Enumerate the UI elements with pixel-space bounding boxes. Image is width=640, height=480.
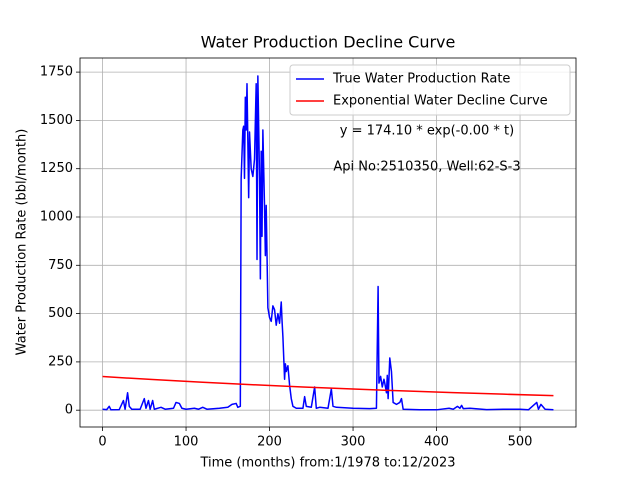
x-tick-label: 100 (174, 435, 199, 450)
annotation: Api No:2510350, Well:62-S-3 (333, 160, 520, 175)
y-tick-label: 0 (65, 403, 73, 418)
data-line (102, 75, 554, 411)
y-axis-label: Water Production Rate (bbl/month) (15, 129, 30, 356)
x-tick-label: 300 (341, 435, 366, 450)
y-tick-label: 1500 (40, 113, 73, 128)
x-tick-label: 400 (424, 435, 449, 450)
x-tick-label: 0 (98, 435, 106, 450)
legend-box (289, 64, 571, 116)
data-line (102, 375, 554, 397)
x-tick-label: 200 (257, 435, 282, 450)
y-tick-label: 250 (48, 354, 73, 369)
x-tick-label: 500 (508, 435, 533, 450)
annotation: y = 174.10 * exp(-0.00 * t) (340, 124, 514, 139)
y-tick-label: 1750 (40, 65, 73, 80)
plot-frame (79, 57, 577, 428)
y-tick-label: 750 (48, 258, 73, 273)
y-tick-label: 1250 (40, 161, 73, 176)
y-tick-label: 1000 (40, 209, 73, 224)
y-tick-label: 500 (48, 306, 73, 321)
legend-label: Exponential Water Decline Curve (333, 94, 548, 109)
legend-label: True Water Production Rate (332, 72, 510, 87)
chart-title: Water Production Decline Curve (201, 33, 456, 52)
x-axis-label: Time (months) from:1/1978 to:12/2023 (199, 456, 455, 471)
